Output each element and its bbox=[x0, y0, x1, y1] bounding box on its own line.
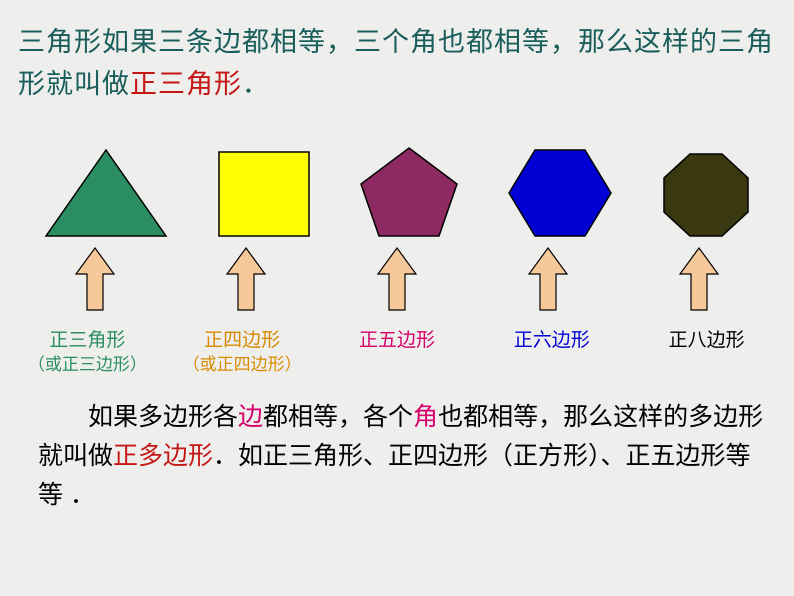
heading-highlight: 正三角形 bbox=[130, 69, 242, 99]
octagon-icon bbox=[662, 152, 750, 238]
bottom-paragraph: 如果多边形各边都相等，各个角也都相等，那么这样的多边形就叫做正多边形．如正三角形… bbox=[38, 398, 764, 514]
label-main: 正五边形 bbox=[322, 328, 472, 354]
label-main: 正三角形 bbox=[12, 328, 162, 354]
para-poly: 正多边形 bbox=[113, 442, 213, 470]
arrows-row bbox=[0, 246, 794, 312]
label-pentagon: 正五边形 bbox=[322, 328, 472, 377]
shape-hexagon bbox=[507, 148, 613, 238]
label-sub: （或正四边形） bbox=[167, 354, 317, 377]
square-icon bbox=[217, 150, 311, 238]
hexagon-icon bbox=[507, 148, 613, 238]
label-hexagon: 正六边形 bbox=[477, 328, 627, 377]
shape-pentagon bbox=[359, 146, 459, 238]
shape-square bbox=[217, 150, 311, 238]
arrow-icon bbox=[74, 246, 116, 312]
shapes-row bbox=[0, 146, 794, 238]
para-t2: 都相等，各个 bbox=[263, 403, 413, 431]
arrow-icon bbox=[376, 246, 418, 312]
arrow-icon bbox=[225, 246, 267, 312]
pentagon-icon bbox=[359, 146, 459, 238]
para-t1: 如果多边形各 bbox=[88, 403, 238, 431]
label-main: 正六边形 bbox=[477, 328, 627, 354]
label-sub: （或正三边形） bbox=[12, 354, 162, 377]
label-main: 正八边形 bbox=[632, 328, 782, 354]
heading-post: ． bbox=[242, 69, 270, 99]
shape-triangle bbox=[44, 148, 168, 238]
arrow-icon bbox=[527, 246, 569, 312]
arrow-icon bbox=[678, 246, 720, 312]
para-side: 边 bbox=[238, 403, 263, 431]
labels-row: 正三角形 （或正三边形） 正四边形 （或正四边形） 正五边形 正六边形 正八边形 bbox=[0, 328, 794, 377]
triangle-icon bbox=[44, 148, 168, 238]
label-octagon: 正八边形 bbox=[632, 328, 782, 377]
para-angle: 角 bbox=[413, 403, 438, 431]
label-triangle: 正三角形 （或正三边形） bbox=[12, 328, 162, 377]
label-main: 正四边形 bbox=[167, 328, 317, 354]
heading-text: 三角形如果三条边都相等，三个角也都相等，那么这样的三角形就叫做正三角形． bbox=[18, 22, 794, 106]
label-square: 正四边形 （或正四边形） bbox=[167, 328, 317, 377]
shape-octagon bbox=[662, 152, 750, 238]
